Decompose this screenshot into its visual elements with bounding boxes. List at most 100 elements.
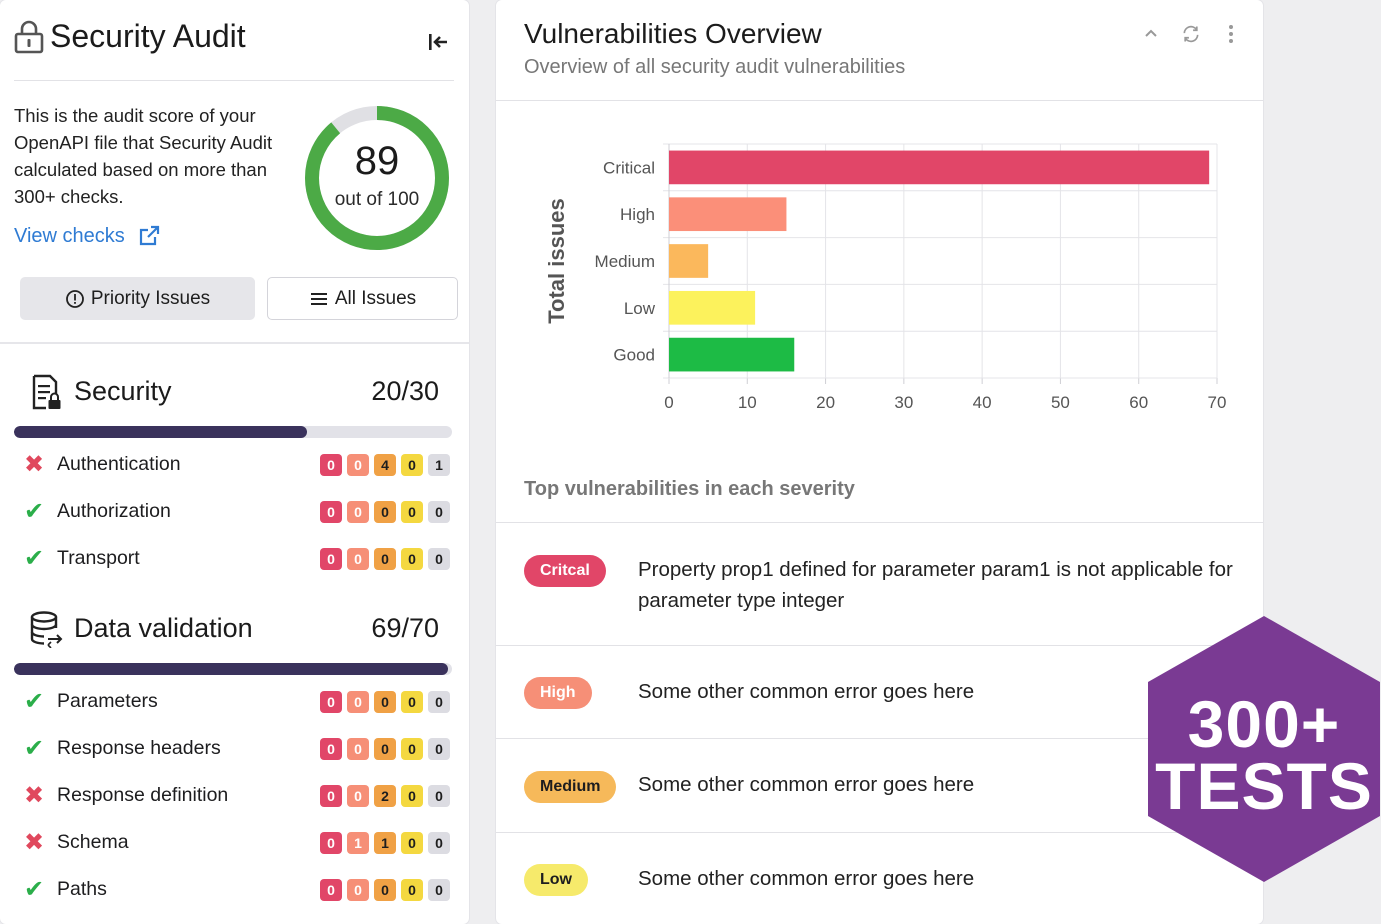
y-tick-label: Critical [603, 158, 655, 177]
low-count: 0 [401, 548, 423, 570]
data-validation-section-score: 69/70 [371, 613, 439, 643]
severity-pill: Low [524, 864, 588, 896]
database-icon [30, 611, 63, 648]
vulnerability-row-low[interactable]: Low Some other common error goes here [496, 833, 1263, 924]
security-audit-panel: Security Audit This is the audit score o… [0, 0, 469, 924]
severity-counts: 0 0 2 0 0 [320, 785, 450, 807]
bar-critical [669, 150, 1210, 185]
info-count: 0 [428, 738, 450, 760]
severity-pill: High [524, 677, 592, 709]
priority-issues-button[interactable]: Priority Issues [20, 277, 255, 320]
severity-counts: 0 0 0 0 0 [320, 879, 450, 901]
critical-count: 0 [320, 879, 342, 901]
vulnerabilities-bar-chart: 0 10 20 30 40 50 60 70 Critical High Medium Low Good… [544, 143, 1227, 412]
check-row[interactable]: ✖ Authentication 0 0 4 0 1 [20, 451, 450, 481]
check-icon: ✔ [23, 545, 45, 572]
security-progress-bar [14, 426, 452, 438]
check-name: Response headers [57, 737, 221, 759]
critical-count: 0 [320, 454, 342, 476]
critical-count: 0 [320, 785, 342, 807]
info-count: 0 [428, 785, 450, 807]
x-tick-label: 40 [973, 393, 992, 412]
check-row[interactable]: ✖ Response definition 0 0 2 0 0 [20, 782, 450, 812]
check-row[interactable]: ✔ Parameters 0 0 0 0 0 [20, 688, 450, 718]
refresh-icon[interactable] [1181, 22, 1201, 46]
section-divider [0, 342, 469, 344]
security-section-score: 20/30 [371, 376, 439, 406]
high-count: 0 [347, 785, 369, 807]
audit-description: This is the audit score of your OpenAPI … [14, 105, 273, 207]
medium-count: 0 [374, 879, 396, 901]
all-issues-label: All Issues [334, 287, 417, 309]
overview-subtitle: Overview of all security audit vulnerabi… [524, 56, 906, 78]
severity-counts: 0 0 4 0 1 [320, 454, 450, 476]
low-count: 0 [401, 738, 423, 760]
check-name: Parameters [57, 690, 158, 712]
view-checks-link[interactable]: View checks [14, 224, 161, 248]
check-name: Authorization [57, 500, 171, 522]
critical-count: 0 [320, 548, 342, 570]
x-tick-label: 70 [1208, 393, 1227, 412]
chevron-up-icon[interactable] [1141, 22, 1161, 46]
high-count: 0 [347, 691, 369, 713]
overview-divider [496, 100, 1263, 101]
view-checks-label: View checks [14, 224, 125, 247]
external-link-icon [139, 225, 159, 246]
info-count: 0 [428, 832, 450, 854]
medium-count: 0 [374, 501, 396, 523]
y-tick-label: Medium [595, 252, 655, 271]
check-icon: ✔ [23, 735, 45, 762]
bar-high [669, 197, 787, 232]
low-count: 0 [401, 785, 423, 807]
cross-icon: ✖ [23, 829, 45, 856]
check-row[interactable]: ✔ Authorization 0 0 0 0 0 [20, 498, 450, 528]
info-count: 0 [428, 691, 450, 713]
more-vertical-icon[interactable] [1221, 22, 1241, 46]
collapse-panel-icon[interactable] [426, 30, 450, 54]
medium-count: 1 [374, 832, 396, 854]
secure-document-icon [32, 374, 61, 410]
lock-icon [14, 20, 44, 54]
high-count: 0 [347, 548, 369, 570]
medium-count: 0 [374, 691, 396, 713]
score-suffix: out of 100 [334, 189, 420, 210]
y-tick-label: Good [613, 346, 655, 365]
medium-count: 2 [374, 785, 396, 807]
critical-count: 0 [320, 501, 342, 523]
low-count: 0 [401, 879, 423, 901]
data-validation-progress-bar [14, 663, 452, 675]
check-row[interactable]: ✔ Transport 0 0 0 0 0 [20, 545, 450, 575]
check-name: Schema [57, 831, 129, 853]
critical-count: 0 [320, 738, 342, 760]
check-row[interactable]: ✔ Response headers 0 0 0 0 0 [20, 735, 450, 765]
score-value: 89 [354, 139, 400, 183]
y-tick-label: High [620, 205, 655, 224]
header-divider [14, 80, 454, 81]
vulnerability-row-critical[interactable]: Critcal Property prop1 defined for param… [496, 523, 1263, 645]
info-count: 0 [428, 501, 450, 523]
list-divider [496, 832, 1263, 833]
medium-count: 4 [374, 454, 396, 476]
overview-title: Vulnerabilities Overview [524, 18, 822, 49]
severity-counts: 0 0 0 0 0 [320, 501, 450, 523]
high-count: 1 [347, 832, 369, 854]
bar-medium [669, 244, 709, 278]
y-axis-title: Total issues [544, 198, 569, 324]
cross-icon: ✖ [23, 782, 45, 809]
check-icon: ✔ [23, 876, 45, 903]
severity-counts: 0 0 0 0 0 [320, 691, 450, 713]
vulnerability-row-medium[interactable]: Medium Some other common error goes here [496, 739, 1263, 832]
low-count: 0 [401, 832, 423, 854]
vulnerability-text: Some other common error goes here [638, 773, 975, 796]
data-validation-progress-fill [14, 663, 448, 675]
high-count: 0 [347, 738, 369, 760]
all-issues-button[interactable]: All Issues [267, 277, 458, 320]
check-name: Paths [57, 878, 107, 900]
vulnerability-text: Property prop1 defined for parameter par… [638, 558, 1233, 612]
vulnerability-row-high[interactable]: High Some other common error goes here [496, 646, 1263, 738]
severity-counts: 0 0 0 0 0 [320, 548, 450, 570]
info-count: 0 [428, 548, 450, 570]
x-tick-label: 60 [1129, 393, 1148, 412]
check-row[interactable]: ✔ Paths 0 0 0 0 0 [20, 876, 450, 906]
check-row[interactable]: ✖ Schema 0 1 1 0 0 [20, 829, 450, 859]
